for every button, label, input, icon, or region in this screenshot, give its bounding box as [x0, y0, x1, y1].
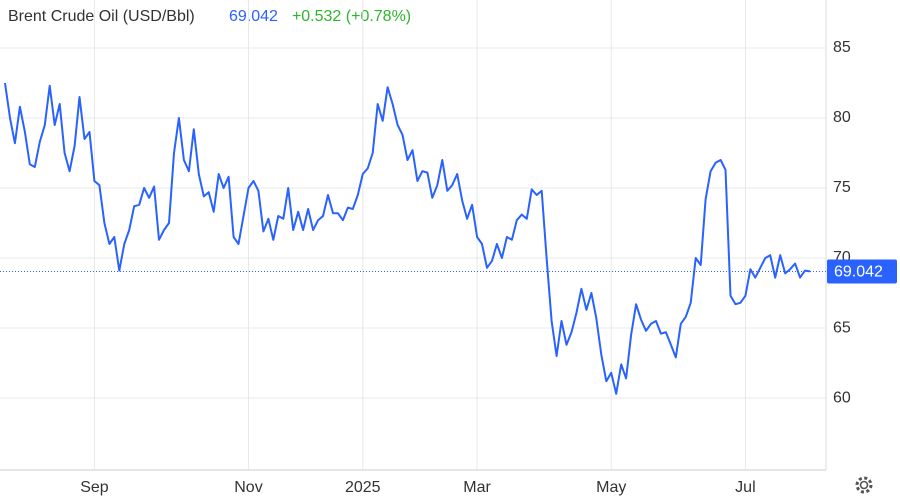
x-tick-label: May — [596, 479, 626, 496]
y-tick-label: 85 — [833, 39, 851, 56]
y-tick-label: 80 — [833, 109, 851, 126]
x-tick-label: Sep — [80, 479, 109, 496]
chart-title: Brent Crude Oil (USD/Bbl) — [8, 8, 195, 25]
settings-icon[interactable] — [855, 476, 873, 494]
current-price-label: 69.042 — [834, 264, 883, 281]
y-tick-label: 65 — [833, 319, 851, 336]
x-tick-label: 2025 — [345, 479, 381, 496]
price: 69.042 — [229, 8, 278, 25]
x-tick-label: Jul — [735, 479, 755, 496]
y-tick-label: 60 — [833, 389, 851, 406]
price-line — [4, 82, 811, 395]
change: +0.532 (+0.78%) — [292, 8, 411, 25]
x-tick-label: Mar — [463, 479, 491, 496]
x-tick-label: Nov — [234, 479, 262, 496]
y-tick-label: 75 — [833, 179, 851, 196]
current-price-box — [827, 259, 897, 284]
